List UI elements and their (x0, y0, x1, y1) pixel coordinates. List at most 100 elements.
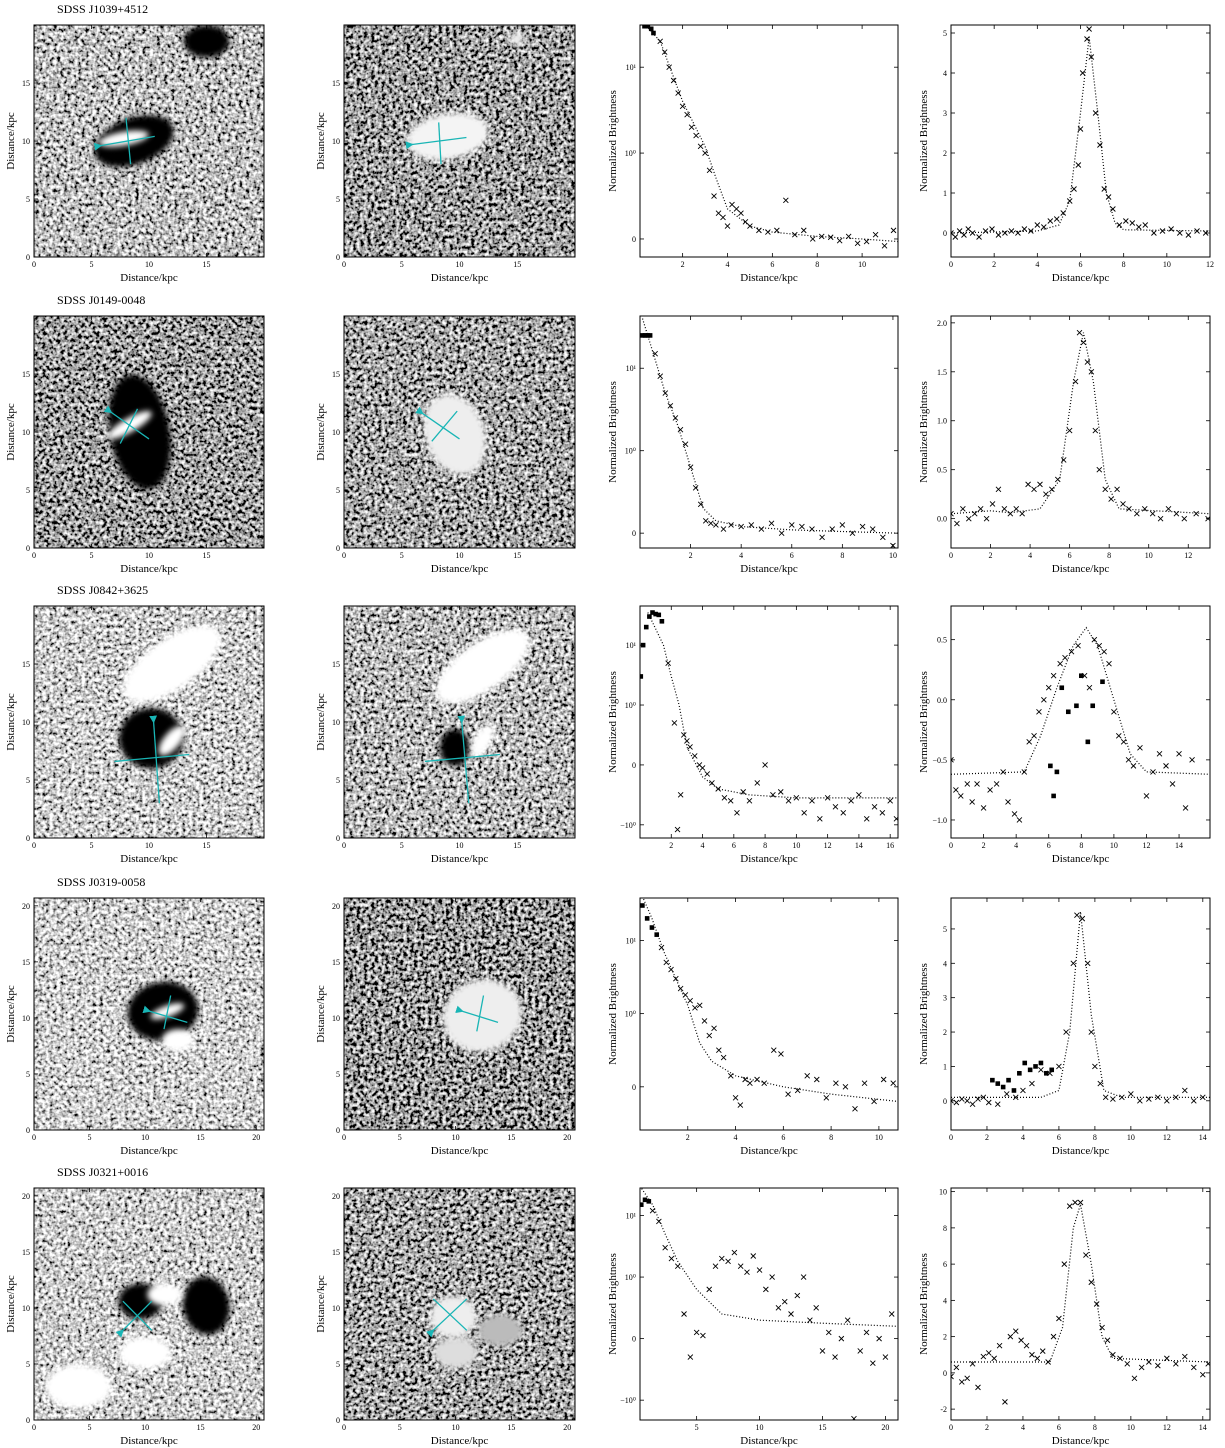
point (721, 795, 728, 801)
cyan-axis (476, 995, 485, 1032)
y-tick-label: 15 (332, 79, 340, 88)
x-tick-label: 20 (563, 1133, 571, 1142)
point (1102, 1094, 1109, 1101)
x-tick-label: 15 (513, 551, 521, 560)
point (827, 234, 834, 241)
point (969, 799, 975, 805)
point (1142, 222, 1149, 228)
image (344, 1188, 575, 1420)
x-tick-label: 2 (689, 551, 693, 560)
panel: 0 5 10 15 20 0 5 10 15 20 Distance/kpc Distance/kpc (315, 897, 576, 1157)
point (819, 1348, 826, 1354)
point (1093, 1301, 1100, 1307)
point (832, 1354, 838, 1360)
point (649, 1207, 656, 1214)
y-tick-label: 0.5 (937, 636, 947, 645)
point (1023, 1342, 1030, 1349)
y-tick-label: 0 (943, 229, 947, 238)
point (640, 333, 645, 338)
point (733, 206, 740, 212)
point (960, 506, 966, 512)
point (1120, 739, 1127, 745)
fit-line (644, 25, 898, 243)
panel: 2 4 6 8 10 0 10⁰ 10¹ Distance/kpc Normalized Brig… (607, 24, 899, 284)
x-tick-label: 5 (398, 1423, 402, 1432)
cyan-axis (432, 1298, 468, 1331)
point (971, 510, 978, 517)
panel: 2 4 6 8 10 0 10⁰ 10¹ Distance/kpc Normalized Brig… (607, 315, 899, 575)
point (1017, 1070, 1022, 1076)
x-tick-label: 2 (686, 1133, 690, 1142)
fit-line (951, 36, 1210, 234)
x-axis-label: Distance/kpc (740, 1145, 798, 1157)
point (964, 781, 971, 787)
point (1025, 481, 1031, 488)
point (1163, 763, 1169, 769)
point (1085, 739, 1091, 745)
point (995, 486, 1002, 493)
point (951, 757, 954, 763)
x-tick-label: 10 (1163, 260, 1171, 269)
fit-line (640, 1188, 898, 1327)
y-tick-label: 0 (26, 1416, 30, 1425)
frame (33, 1187, 265, 1421)
panel: SDSS J1039+4512 0 5 10 15 0 5 10 15 Distance/kpc D… (5, 2, 265, 284)
y-axis-label: Normalized Brightness (918, 90, 930, 192)
point (675, 90, 681, 96)
y-axis-label: Distance/kpc (315, 1275, 327, 1333)
point (1114, 486, 1120, 493)
x-tick-label: 6 (732, 841, 736, 850)
x-axis-label: Distance/kpc (431, 1145, 489, 1157)
point (951, 1097, 954, 1104)
fit-line (951, 1204, 1210, 1363)
point (1029, 1351, 1035, 1358)
y-tick-label: 0 (26, 1126, 30, 1135)
x-tick-label: 8 (1107, 551, 1111, 560)
x-tick-label: 10 (145, 551, 153, 560)
point (882, 1354, 889, 1360)
point (762, 762, 768, 768)
point (1189, 757, 1195, 763)
y-axis-label: Normalized Brightness (607, 381, 619, 483)
point (809, 798, 815, 804)
point (1047, 218, 1054, 224)
x-axis-label: Distance/kpc (431, 563, 489, 575)
frame (639, 315, 899, 549)
y-tick-label: 10⁰ (625, 1273, 636, 1282)
panel: SDSS J0149-0048 0 5 10 15 0 5 10 15 Distance/kpc D… (5, 293, 265, 575)
point (712, 1263, 719, 1270)
x-tick-label: 4 (1014, 841, 1018, 850)
y-tick-label: 10 (22, 1014, 30, 1023)
x-tick-label: 0 (342, 551, 346, 560)
x-tick-label: 10 (1127, 1423, 1135, 1432)
point (1185, 232, 1192, 238)
x-axis-label: Distance/kpc (431, 272, 489, 284)
y-tick-label: 0 (336, 1416, 340, 1425)
point (1164, 1097, 1170, 1104)
point (1190, 1364, 1197, 1371)
frame (950, 315, 1211, 549)
point (791, 231, 798, 238)
y-tick-label: 10⁰ (625, 447, 636, 456)
point (648, 26, 654, 32)
point (829, 526, 836, 532)
x-tick-label: 12 (1163, 1133, 1171, 1142)
x-tick-label: 10 (456, 260, 464, 269)
point (813, 1305, 820, 1311)
y-tick-label: 0 (26, 544, 30, 553)
point (813, 1076, 820, 1083)
point (1092, 427, 1099, 434)
point (732, 1094, 739, 1101)
point (693, 1329, 700, 1336)
x-tick-label: 15 (513, 841, 521, 850)
point (1018, 1337, 1024, 1344)
y-axis-label: Normalized Brightness (918, 381, 930, 483)
x-axis-label: Distance/kpc (1052, 563, 1110, 575)
x-tick-label: 10 (452, 1423, 460, 1432)
point (704, 771, 711, 777)
y-tick-label: 4 (943, 959, 947, 968)
y-tick-label: 5 (26, 1360, 30, 1369)
point (1135, 224, 1142, 230)
x-tick-label: 5 (400, 551, 404, 560)
x-tick-label: 10 (141, 1423, 149, 1432)
